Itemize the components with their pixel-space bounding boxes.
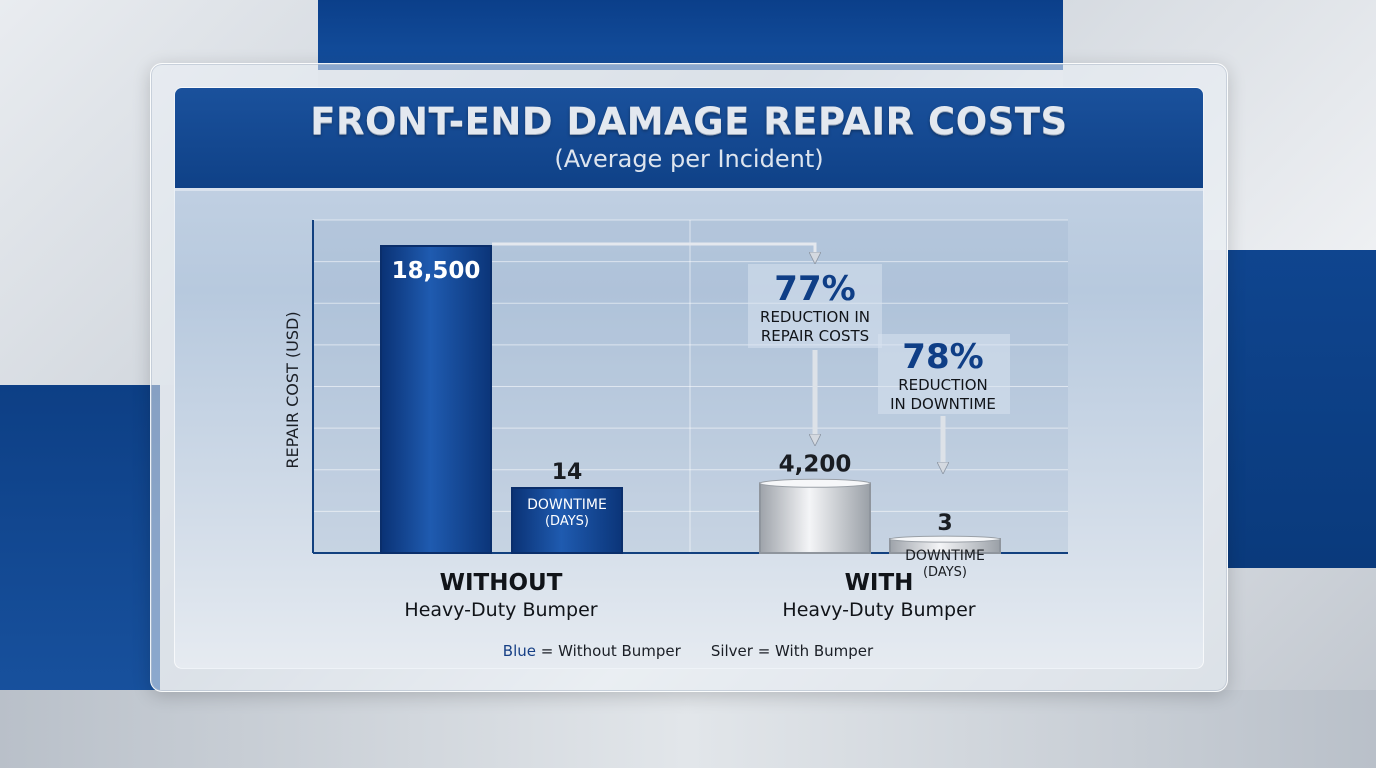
- annotation-box: [748, 264, 882, 348]
- downtime-bar-cap: [889, 535, 1001, 543]
- downtime-bar-label: DOWNTIME: [905, 548, 985, 564]
- y-axis-label: REPAIR COST (USD): [283, 311, 302, 468]
- downtime-bar-label: (DAYS): [923, 565, 967, 580]
- bars: [380, 245, 1001, 554]
- background-panel-blue: [1228, 250, 1376, 568]
- background-floor: [0, 690, 1376, 768]
- downtime-value-label: 14: [552, 460, 583, 485]
- annotation-text: REPAIR COSTS: [761, 327, 869, 345]
- annotation-percent: 77%: [774, 269, 855, 309]
- legend: Blue = Without Bumper Silver = With Bumpe…: [0, 642, 1376, 660]
- group-subtitle: Heavy-Duty Bumper: [404, 599, 597, 621]
- downtime-bar-label: DOWNTIME: [527, 497, 607, 513]
- annotation-text: REDUCTION: [898, 376, 988, 394]
- cost-bar-cap: [759, 478, 871, 488]
- annotation-percent: 78%: [902, 337, 983, 377]
- chart-panel: FRONT-END DAMAGE REPAIR COSTS (Average p…: [174, 87, 1204, 669]
- chart-subtitle: (Average per Incident): [554, 145, 824, 173]
- cost-value-label: 18,500: [392, 258, 481, 284]
- legend-blue-label: = Without Bumper: [535, 642, 681, 660]
- group-title: WITH: [845, 570, 914, 596]
- downtime-value-label: 3: [937, 511, 952, 536]
- annotation-text: REDUCTION IN: [760, 308, 870, 326]
- cost-bar: [759, 482, 871, 554]
- downtime-bar-label: (DAYS): [545, 514, 589, 529]
- annotation-box: [878, 334, 1010, 414]
- legend-blue-word: Blue: [502, 642, 536, 660]
- cost-value-label: 4,200: [779, 451, 852, 477]
- arrow-connector: [492, 242, 815, 258]
- annotation-text: IN DOWNTIME: [890, 395, 996, 413]
- chart-labels: 18,50014DOWNTIME(DAYS)WITHOUTHeavy-Duty …: [392, 258, 1010, 621]
- group-title: WITHOUT: [440, 570, 563, 596]
- cost-bar: [380, 245, 492, 554]
- legend-silver-label: Silver = With Bumper: [710, 642, 874, 660]
- group-subtitle: Heavy-Duty Bumper: [782, 599, 975, 621]
- annotation-arrows: [492, 242, 943, 468]
- downtime-bar: [511, 487, 623, 554]
- background-panel-blue: [318, 0, 1063, 70]
- chart-title: FRONT-END DAMAGE REPAIR COSTS: [310, 100, 1068, 143]
- title-banner: FRONT-END DAMAGE REPAIR COSTS (Average p…: [175, 88, 1203, 191]
